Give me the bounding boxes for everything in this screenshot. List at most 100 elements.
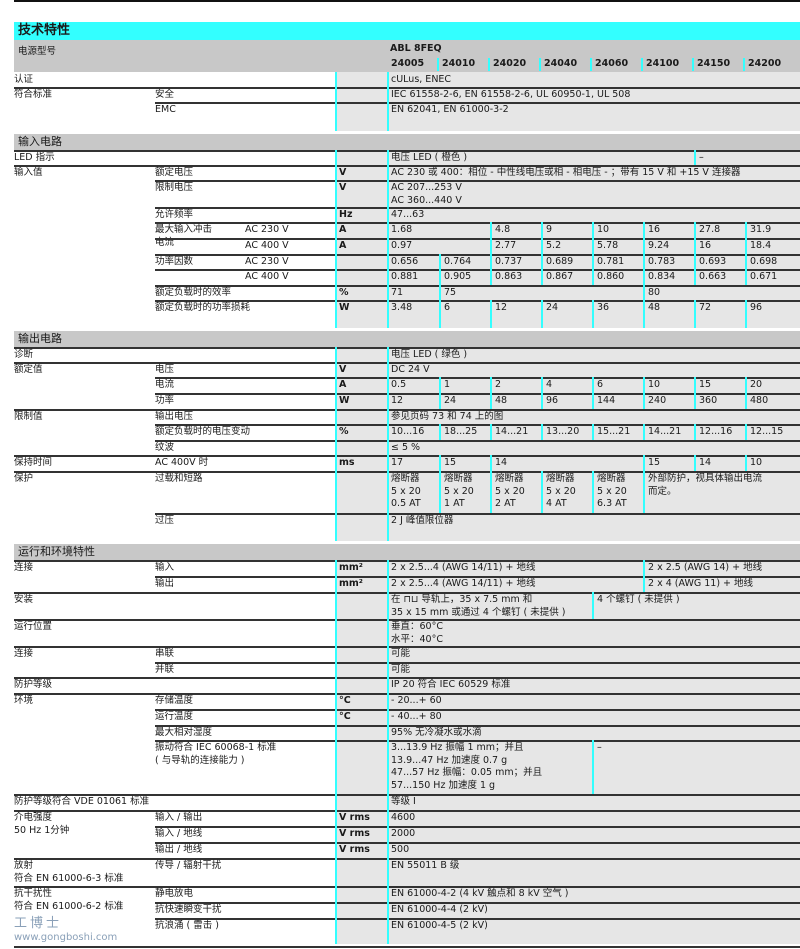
- model-number: 24150: [692, 58, 742, 71]
- value-cell: 2 x 2.5 (AWG 14) + 地线: [643, 560, 800, 576]
- value-cell: 12...15: [745, 424, 800, 440]
- value-cell: 48: [490, 393, 541, 409]
- value-cell: 3.48: [391, 302, 413, 313]
- row-divider: [155, 740, 800, 742]
- table-row: 认证 cULus, ENEC: [0, 72, 800, 87]
- row-divider: [155, 826, 800, 828]
- value-cell: 4600: [391, 812, 416, 823]
- value-cell: EN 61000-4-2 (4 kV 触点和 8 kV 空气 ): [391, 888, 569, 899]
- row-condition: AC 400 V: [245, 271, 289, 282]
- row-divider: [14, 165, 800, 167]
- unit: V rms: [339, 844, 370, 855]
- table-row: 额定负载时的功率损耗 W 3.48 6 12 24 36 48 72 96: [0, 300, 800, 328]
- value-cell: 熔断器 5 x 20 0.5 AT: [391, 473, 421, 509]
- value-cell: 16: [694, 238, 745, 254]
- row-divider: [14, 677, 800, 679]
- value-cell: 31.9: [745, 222, 800, 238]
- unit: V rms: [339, 828, 370, 839]
- table-row: 最大输入冲击 电流 AC 230 V A 1.68 4.8 9 10 16 27.8 31.9: [0, 222, 800, 248]
- value-cell: 0.656: [391, 256, 419, 267]
- row-condition: AC 230 V: [245, 256, 289, 267]
- top-rule: [14, 0, 800, 2]
- value-cell: 12: [391, 395, 404, 406]
- row-label: 额定值: [14, 364, 43, 375]
- row-divider: [155, 662, 800, 664]
- model-number: 24060: [590, 58, 640, 71]
- model-number: 24040: [539, 58, 589, 71]
- row-sublabel: 安全: [155, 89, 175, 100]
- value-cell: 80: [643, 285, 800, 300]
- value-cell: 2 x 2.5...4 (AWG 14/11) + 地线: [391, 578, 536, 589]
- table-row: 振动符合 IEC 60068-1 标准 ( 与导轨的连接能力 ) 3...13.9…: [0, 740, 800, 794]
- value-cell: 20: [745, 377, 800, 393]
- value-cell: 75: [439, 285, 643, 300]
- row-divider: [14, 560, 800, 562]
- unit: %: [339, 426, 349, 437]
- row-divider: [155, 222, 800, 224]
- value-cell: 15: [439, 455, 490, 471]
- value-cell: 10: [643, 377, 694, 393]
- table-row: 输入 / 地线 V rms 2000: [0, 826, 800, 842]
- value-cell: IEC 61558-2-6, EN 61558-2-6, UL 60950-1,…: [391, 89, 631, 100]
- value-cell: 熔断器 5 x 20 6.3 AT: [592, 471, 643, 513]
- row-sublabel: 输入 / 输出: [155, 812, 203, 823]
- value-cell: 1.68: [391, 224, 413, 235]
- bottom-rule: [14, 946, 800, 948]
- value-cell: 4 个螺钉 ( 未提供 ): [592, 592, 800, 619]
- row-divider: [155, 513, 800, 515]
- value-cell: 240: [643, 393, 694, 409]
- table-row: 输入值 额定电压 V AC 230 或 400：相位 - 中性线电压或相 - 相电压 …: [0, 165, 800, 180]
- row-divider: [155, 424, 800, 426]
- table-row: 保护 过载和短路 熔断器 5 x 20 0.5 AT 熔断器 5 x 20 1 AT 熔…: [0, 471, 800, 513]
- row-sublabel: 存储温度: [155, 695, 194, 706]
- row-divider: [14, 471, 800, 473]
- row-sublabel: AC 400V 时: [155, 457, 209, 468]
- value-cell: 27.8: [694, 222, 745, 238]
- watermark: 工博士 www.gongboshi.com: [14, 916, 152, 944]
- value-cell: 2.77: [490, 238, 541, 254]
- row-label: 连接: [14, 562, 34, 573]
- value-cell: EN 61000-4-5 (2 kV): [391, 920, 488, 931]
- row-sublabel: 允许频率: [155, 209, 194, 220]
- row-sublabel: 功率: [155, 395, 175, 406]
- row-divider: [155, 238, 800, 240]
- unit: V: [339, 182, 347, 193]
- table-row: 输出 / 地线 V rms 500: [0, 842, 800, 858]
- value-cell: 16: [643, 222, 694, 238]
- row-label: 运行位置: [14, 621, 53, 632]
- value-cell: DC 24 V: [391, 364, 430, 375]
- row-divider: [14, 362, 800, 364]
- row-divider: [155, 725, 800, 727]
- row-sublabel: 过压: [155, 515, 175, 526]
- value-cell: –: [592, 740, 800, 794]
- value-cell: 熔断器 5 x 20 4 AT: [541, 471, 592, 513]
- value-cell: 72: [694, 300, 745, 328]
- value-cell: 14...21: [643, 424, 694, 440]
- table-row: 介电强度 50 Hz 1分钟 输入 / 输出 V rms 4600: [0, 810, 800, 836]
- row-condition: AC 400 V: [245, 240, 289, 251]
- table-row: 诊断 电压 LED ( 绿色 ): [0, 347, 800, 362]
- row-divider: [155, 300, 800, 302]
- value-cell: 71: [391, 287, 404, 298]
- value-cell: AC 230 或 400：相位 - 中性线电压或相 - 相电压 - ；带有 15…: [391, 167, 741, 178]
- row-sublabel: 电流: [155, 379, 175, 390]
- value-cell: 0.97: [391, 240, 413, 251]
- table-row: 抗浪涌 ( 雷击 ) EN 61000-4-5 (2 kV): [0, 918, 800, 944]
- value-cell: 0.783: [643, 254, 694, 269]
- row-divider: [155, 269, 800, 271]
- row-label: 限制值: [14, 411, 43, 422]
- value-cell: AC 207...253 V AC 360...440 V: [391, 182, 462, 206]
- row-divider: [14, 347, 800, 349]
- value-cell: 15: [694, 377, 745, 393]
- value-cell: 1: [439, 377, 490, 393]
- value-cell: 0.5: [391, 379, 407, 390]
- value-cell: 144: [592, 393, 643, 409]
- unit: °C: [339, 711, 351, 722]
- row-label: 防护等级符合 VDE 01061 标准: [14, 796, 150, 807]
- value-cell: 0.834: [643, 269, 694, 285]
- model-label: 电源型号: [18, 46, 57, 57]
- value-cell: 0.863: [490, 269, 541, 285]
- unit: W: [339, 395, 350, 406]
- table-row: 符合标准 安全 IEC 61558-2-6, EN 61558-2-6, UL 60…: [0, 87, 800, 102]
- value-cell: 2: [490, 377, 541, 393]
